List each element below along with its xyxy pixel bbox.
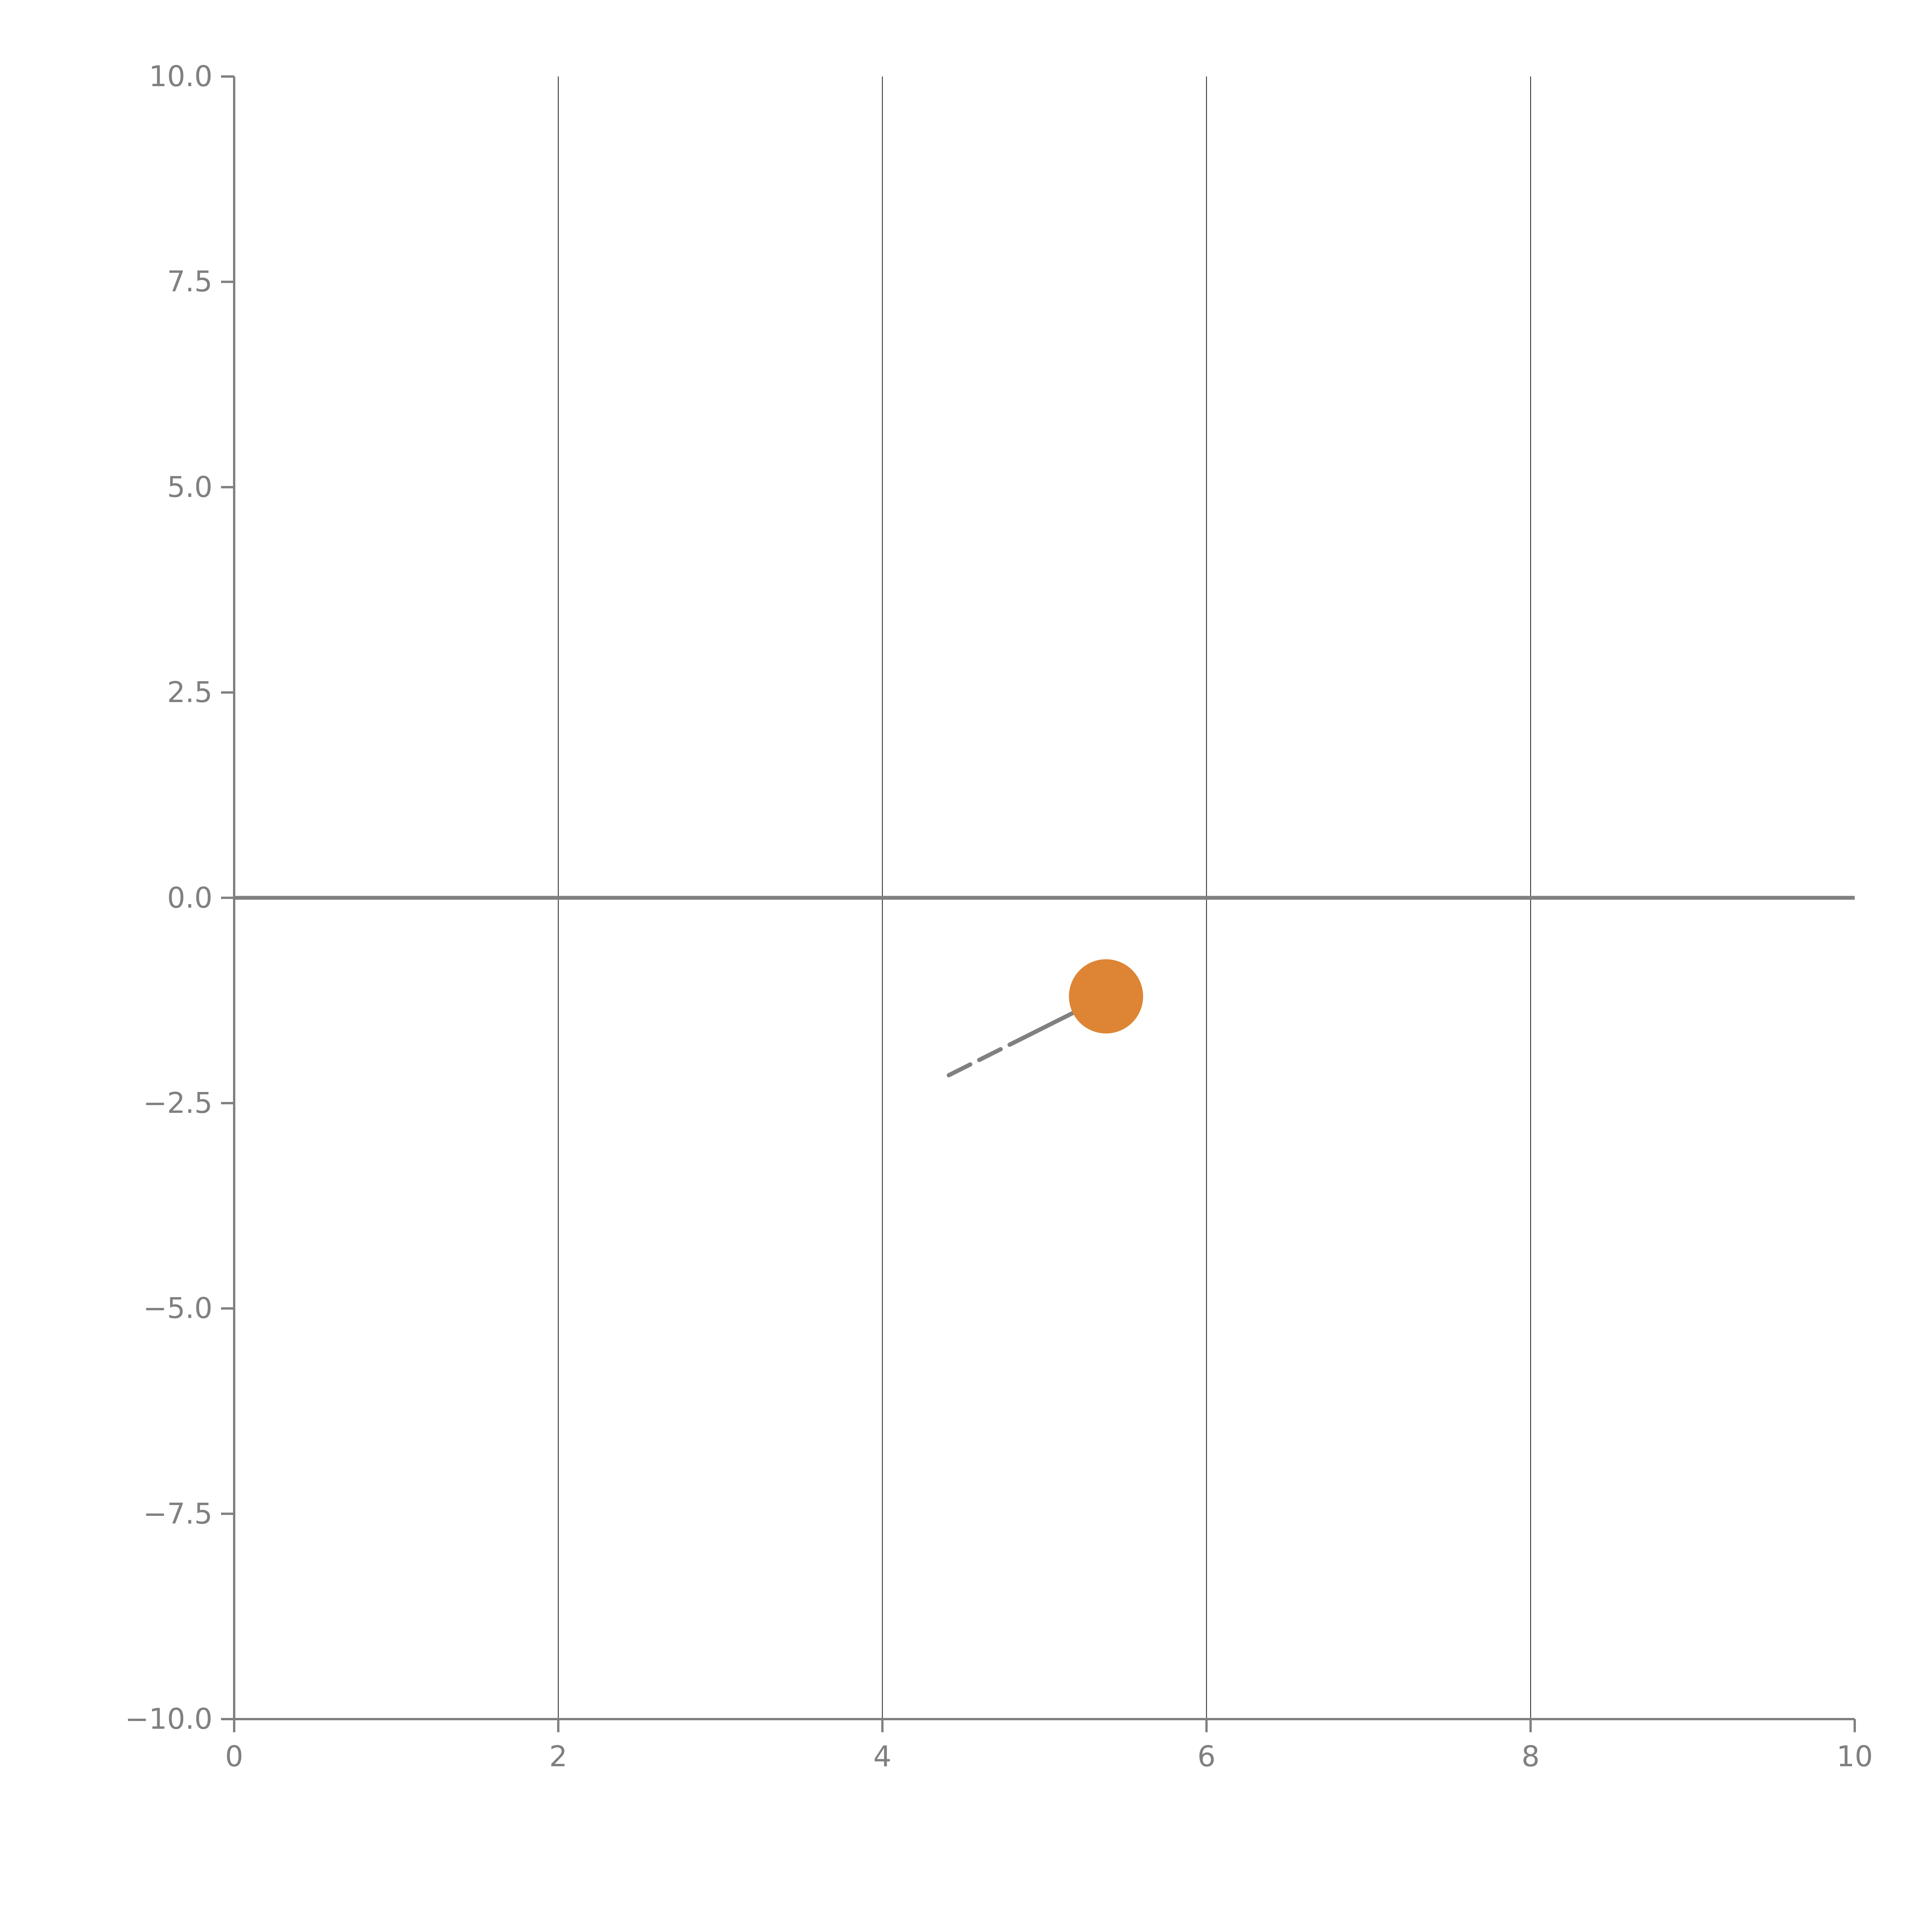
y-tick-label: −2.5	[143, 1086, 213, 1120]
x-tick-label: 8	[1521, 1740, 1540, 1773]
y-tick-label: 5.0	[167, 470, 213, 504]
y-tick-label: −10.0	[125, 1702, 213, 1736]
x-tick-label: 0	[225, 1740, 243, 1773]
x-tick-label: 4	[873, 1740, 892, 1773]
y-tick-label: 2.5	[167, 676, 213, 709]
data-marker-group	[1069, 959, 1143, 1034]
axis-tick-group	[221, 75, 1856, 1732]
y-tick-label: −5.0	[143, 1292, 213, 1325]
y-tick-label: 10.0	[149, 60, 213, 93]
x-tick-label: 10	[1836, 1740, 1873, 1773]
data-point-marker	[1069, 959, 1143, 1034]
x-tick-label: 6	[1197, 1740, 1216, 1773]
y-tick-label: 7.5	[167, 265, 213, 299]
trail-line-dashed	[947, 1040, 1017, 1078]
y-tick-label: 0.0	[167, 881, 213, 915]
x-tick-label: 2	[549, 1740, 568, 1773]
y-tick-label: −7.5	[143, 1497, 213, 1531]
